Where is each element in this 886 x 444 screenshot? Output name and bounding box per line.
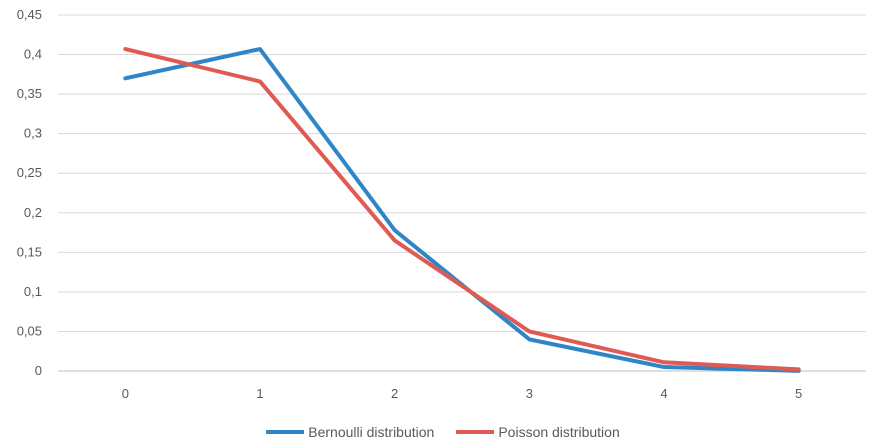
gridlines bbox=[58, 14, 866, 372]
legend-item-bernoulli: Bernoulli distribution bbox=[266, 424, 434, 440]
y-tick-label: 0,45 bbox=[17, 7, 42, 22]
x-tick-label: 5 bbox=[795, 386, 802, 401]
x-axis-tick-labels: 0 1 2 3 4 5 bbox=[122, 386, 803, 401]
y-tick-label: 0 bbox=[35, 363, 42, 378]
legend-label-poisson: Poisson distribution bbox=[498, 424, 620, 440]
x-tick-label: 3 bbox=[526, 386, 533, 401]
y-tick-label: 0,2 bbox=[24, 205, 42, 220]
y-tick-label: 0,15 bbox=[17, 244, 42, 259]
x-tick-label: 2 bbox=[391, 386, 398, 401]
y-axis-tick-labels: 0 0,05 0,1 0,15 0,2 0,25 0,3 0,35 0,4 0,45 bbox=[17, 7, 42, 378]
y-tick-label: 0,4 bbox=[24, 47, 42, 62]
series-lines bbox=[123, 47, 801, 373]
series-line-bernoulli bbox=[123, 47, 801, 373]
x-tick-label: 4 bbox=[660, 386, 667, 401]
y-tick-label: 0,1 bbox=[24, 284, 42, 299]
legend-swatch-poisson bbox=[456, 430, 495, 434]
x-tick-label: 0 bbox=[122, 386, 129, 401]
x-tick-label: 1 bbox=[256, 386, 263, 401]
legend-item-poisson: Poisson distribution bbox=[456, 424, 620, 440]
y-tick-label: 0,05 bbox=[17, 323, 42, 338]
y-tick-label: 0,25 bbox=[17, 165, 42, 180]
y-tick-label: 0,3 bbox=[24, 126, 42, 141]
y-tick-label: 0,35 bbox=[17, 86, 42, 101]
series-line-poisson bbox=[123, 47, 801, 372]
legend-swatch-bernoulli bbox=[266, 430, 305, 434]
legend-label-bernoulli: Bernoulli distribution bbox=[308, 424, 435, 440]
line-chart: 0 0,05 0,1 0,15 0,2 0,25 0,3 0,35 0,4 0,45 0 1 2 3 4 5 bbox=[17, 7, 866, 401]
legend: Bernoulli distribution Poisson distribut… bbox=[0, 424, 886, 440]
